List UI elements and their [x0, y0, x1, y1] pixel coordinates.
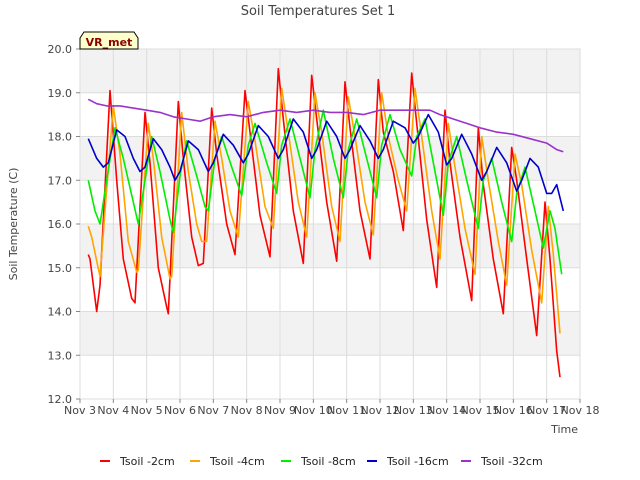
series-line-1 [87, 87, 561, 334]
y-tick-label: 20.0 [48, 43, 73, 56]
x-tick-label: Nov 7 [197, 404, 229, 417]
x-tick-label: Nov 14 [427, 404, 466, 417]
x-tick-label: Nov 16 [494, 404, 533, 417]
x-axis-label: Time [550, 423, 578, 436]
badge-label: VR_met [86, 36, 133, 49]
x-tick-label: Nov 6 [164, 404, 196, 417]
legend-label-4: Tsoil -32cm [480, 455, 543, 468]
y-tick-label: 18.0 [48, 131, 73, 144]
y-axis: 12.0 13.0 14.0 15.0 16.0 17.0 18.0 19.0 20.0 [48, 43, 80, 406]
x-tick-label: Nov 18 [561, 404, 600, 417]
y-tick-label: 16.0 [48, 218, 73, 231]
x-tick-label: Nov 9 [264, 404, 296, 417]
x-tick-label: Nov 10 [294, 404, 333, 417]
plot-band [80, 49, 580, 93]
x-tick-label: Nov 11 [327, 404, 366, 417]
series-line-3 [87, 113, 565, 212]
y-tick-label: 15.0 [48, 262, 73, 275]
series-line-2 [87, 109, 563, 275]
legend: Tsoil -2cm Tsoil -4cm Tsoil -8cm Tsoil -16c… [100, 455, 543, 468]
x-tick-label: Nov 5 [131, 404, 163, 417]
y-tick-label: 14.0 [48, 306, 73, 319]
series-line-0 [87, 67, 561, 378]
y-tick-label: 12.0 [48, 393, 73, 406]
legend-label-3: Tsoil -16cm [386, 455, 449, 468]
series-line-4 [87, 98, 564, 153]
x-tick-label: Nov 4 [97, 404, 129, 417]
legend-label-0: Tsoil -2cm [119, 455, 175, 468]
x-tick-label: Nov 12 [361, 404, 400, 417]
legend-label-2: Tsoil -8cm [300, 455, 356, 468]
legend-label-1: Tsoil -4cm [209, 455, 265, 468]
chart-title: Soil Temperatures Set 1 [241, 4, 396, 19]
station-badge: VR_met [79, 31, 139, 50]
x-tick-label: Nov 13 [394, 404, 433, 417]
x-tick-label: Nov 3 [64, 404, 96, 417]
x-tick-label: Nov 8 [231, 404, 263, 417]
y-tick-label: 17.0 [48, 174, 73, 187]
y-axis-label: Soil Temperature (C) [7, 168, 20, 281]
x-tick-label: Nov 15 [461, 404, 500, 417]
x-tick-label: Nov 17 [527, 404, 566, 417]
y-tick-label: 13.0 [48, 349, 73, 362]
badge-shape [79, 31, 139, 50]
plot-band [80, 311, 580, 356]
y-tick-label: 19.0 [48, 87, 73, 100]
series-lines [87, 67, 565, 378]
